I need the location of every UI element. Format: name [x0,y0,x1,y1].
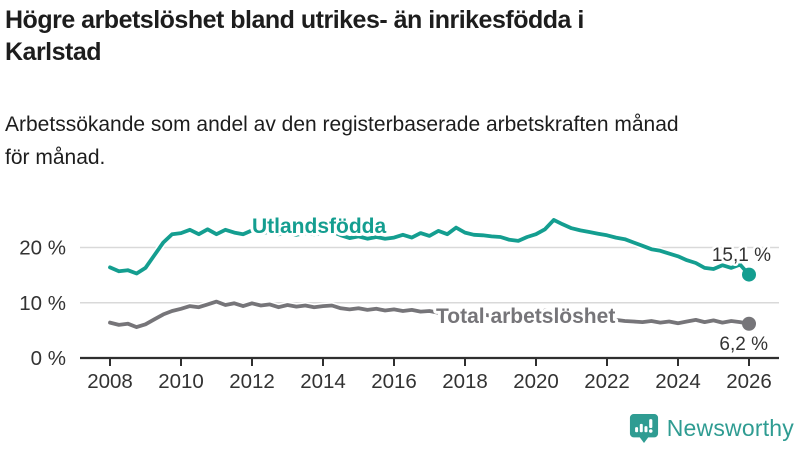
x-tick-label-2022: 2022 [584,370,630,393]
x-tick-label-2020: 2020 [513,370,559,393]
x-tick-label-2012: 2012 [229,370,275,393]
x-tick-label-2026: 2026 [726,370,772,393]
y-tick-label-0: 0 % [31,347,66,370]
total-arbetsl-shet-endpoint-dot [742,316,756,331]
chart-header: Högre arbetslöshet bland utrikes- än inr… [5,4,797,174]
y-tick-label-20: 20 % [19,237,66,260]
newsworthy-bar-chart-bubble-icon [629,413,658,444]
total-arbetsl-shet-series-label: Total arbetslöshet [436,305,615,328]
utlandsf-dda-line [108,217,751,277]
utlandsf-dda-series-label: Utlandsfödda [252,215,386,238]
total-arbetsl-shet-end-value-label: 6,2 % [719,334,768,355]
newsworthy-logo: Newsworthy [629,413,794,444]
utlandsf-dda-end-value-label: 15,1 % [712,245,771,266]
x-tick-label-2018: 2018 [442,370,488,393]
total-arbetsl-shet-line [108,299,751,330]
x-tick-label-2024: 2024 [655,370,701,393]
page-title: Högre arbetslöshet bland utrikes- än inr… [5,6,584,66]
x-tick-label-2008: 2008 [87,370,133,393]
x-tick-label-2010: 2010 [158,370,204,393]
page-subtitle: Arbetssökande som andel av den registerb… [5,113,679,169]
x-tick-label-2016: 2016 [371,370,417,393]
y-tick-label-10: 10 % [19,292,66,315]
x-tick-label-2014: 2014 [300,370,346,393]
newsworthy-logo-text: Newsworthy [666,415,794,441]
utlandsf-dda-endpoint-dot [742,267,756,282]
